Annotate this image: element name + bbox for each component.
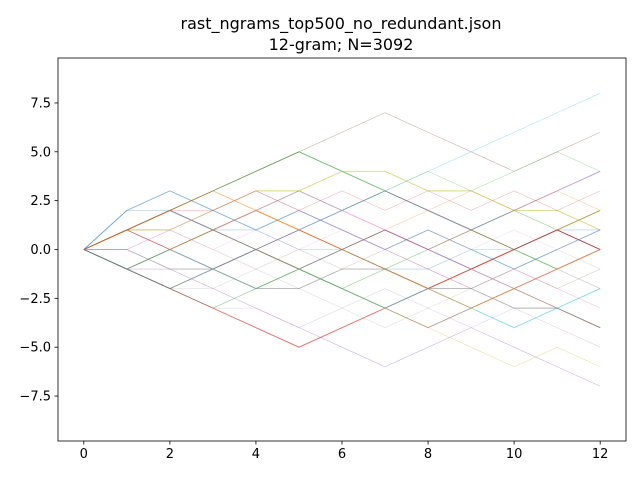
- y-tick-label: 2.5: [30, 194, 51, 209]
- series-line: [83, 210, 601, 368]
- y-tick-label: −7.5: [19, 390, 51, 405]
- series-layer: [83, 92, 601, 387]
- x-tick-label: 0: [80, 447, 88, 462]
- series-line: [83, 229, 601, 250]
- series-line: [83, 190, 601, 309]
- series-line: [83, 249, 601, 328]
- y-tick-label: 0.0: [30, 243, 51, 258]
- series-line: [83, 210, 601, 270]
- chart-subtitle: 12-gram; N=3092: [269, 35, 414, 54]
- series-line: [83, 229, 601, 250]
- y-tick-label: −2.5: [19, 292, 51, 307]
- series-line: [83, 229, 601, 289]
- series-line: [83, 249, 601, 387]
- series-line: [83, 112, 601, 250]
- y-tick-label: −5.0: [19, 341, 51, 356]
- x-tick-label: 8: [424, 447, 432, 462]
- x-tick-label: 2: [166, 447, 174, 462]
- y-tick-label: 5.0: [30, 145, 51, 160]
- y-tick-label: 7.5: [30, 96, 51, 111]
- series-line: [83, 249, 601, 348]
- x-tick-label: 4: [252, 447, 260, 462]
- series-line: [83, 92, 601, 289]
- x-tick-label: 12: [592, 447, 609, 462]
- axes-layer: 0 2 4 6 8 10 12 −7.5 −5.0 −2.5 0.0 2.5 5.0 7.5: [19, 57, 627, 462]
- chart-title: rast_ngrams_top500_no_redundant.json: [181, 14, 502, 34]
- series-line: [83, 190, 601, 250]
- x-tick-label: 10: [506, 447, 523, 462]
- x-tick-label: 6: [338, 447, 346, 462]
- series-line: [83, 151, 601, 270]
- series-line: [83, 190, 601, 270]
- series-line: [83, 190, 601, 289]
- series-line: [83, 210, 601, 309]
- series-line: [83, 229, 601, 289]
- series-line: [83, 190, 601, 309]
- series-line: [83, 249, 601, 329]
